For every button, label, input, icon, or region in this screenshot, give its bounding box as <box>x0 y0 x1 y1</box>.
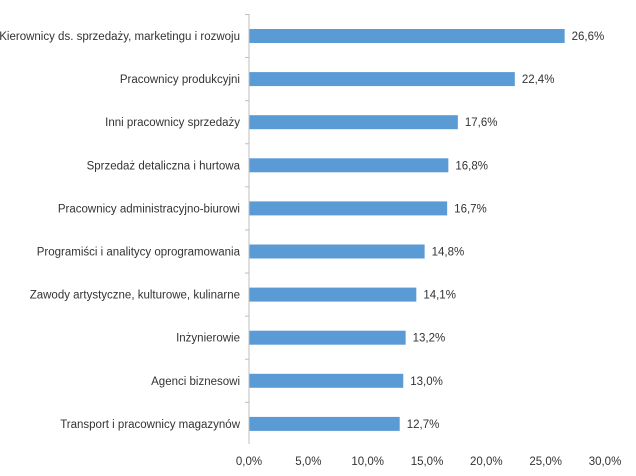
category-labels: Kierownicy ds. sprzedaży, marketingu i r… <box>0 31 241 431</box>
value-label-0: 26,6% <box>572 31 605 43</box>
bar-1 <box>249 72 515 87</box>
value-label-9: 12,7% <box>407 419 440 431</box>
x-tick-label-5: 25,0% <box>529 456 562 468</box>
category-label-8: Agenci biznesowi <box>151 376 240 388</box>
value-labels: 26,6% 22,4% 17,6% 16,8% 16,7% 14,8% 14,1% 13,2%… <box>407 31 605 431</box>
x-tick-label-6: 30,0% <box>589 456 622 468</box>
category-label-9: Transport i pracownicy magazynów <box>60 419 241 431</box>
bar-0 <box>249 29 565 43</box>
x-axis: 0,0% 5,0% 10,0% 15,0% 20,0% 25,0% 30,0% <box>236 13 622 468</box>
value-label-2: 17,6% <box>465 117 498 129</box>
category-label-7: Inżynierowie <box>176 333 240 345</box>
bar-7 <box>249 330 406 345</box>
category-label-5: Programiści i analitycy oprogramowania <box>37 247 241 259</box>
x-tick-label-0: 0,0% <box>236 456 262 468</box>
category-label-0: Kierownicy ds. sprzedaży, marketingu i r… <box>0 31 240 43</box>
x-tick-label-1: 5,0% <box>295 456 321 468</box>
bars-layer <box>249 29 565 431</box>
value-label-4: 16,7% <box>454 203 487 215</box>
x-tick-label-3: 15,0% <box>411 456 444 468</box>
bar-9 <box>249 416 400 431</box>
value-label-5: 14,8% <box>432 247 465 259</box>
value-label-3: 16,8% <box>455 160 488 172</box>
category-label-2: Inni pracownicy sprzedaży <box>105 117 240 129</box>
bar-5 <box>249 244 425 259</box>
bar-6 <box>249 287 417 302</box>
bar-2 <box>249 115 458 130</box>
bar-4 <box>249 201 448 216</box>
x-tick-label-4: 20,0% <box>470 456 503 468</box>
category-label-4: Pracownicy administracyjno-biurowi <box>58 203 240 215</box>
category-label-3: Sprzedaż detaliczna i hurtowa <box>87 160 241 172</box>
bar-8 <box>249 373 404 388</box>
category-label-6: Zawody artystyczne, kulturowe, kulinarne <box>30 290 240 302</box>
value-label-8: 13,0% <box>410 376 443 388</box>
bar-3 <box>249 158 449 173</box>
value-label-6: 14,1% <box>423 290 456 302</box>
value-label-7: 13,2% <box>413 333 446 345</box>
x-tick-label-2: 10,0% <box>351 456 384 468</box>
category-label-1: Pracownicy produkcyjni <box>120 74 240 86</box>
value-label-1: 22,4% <box>522 74 555 86</box>
